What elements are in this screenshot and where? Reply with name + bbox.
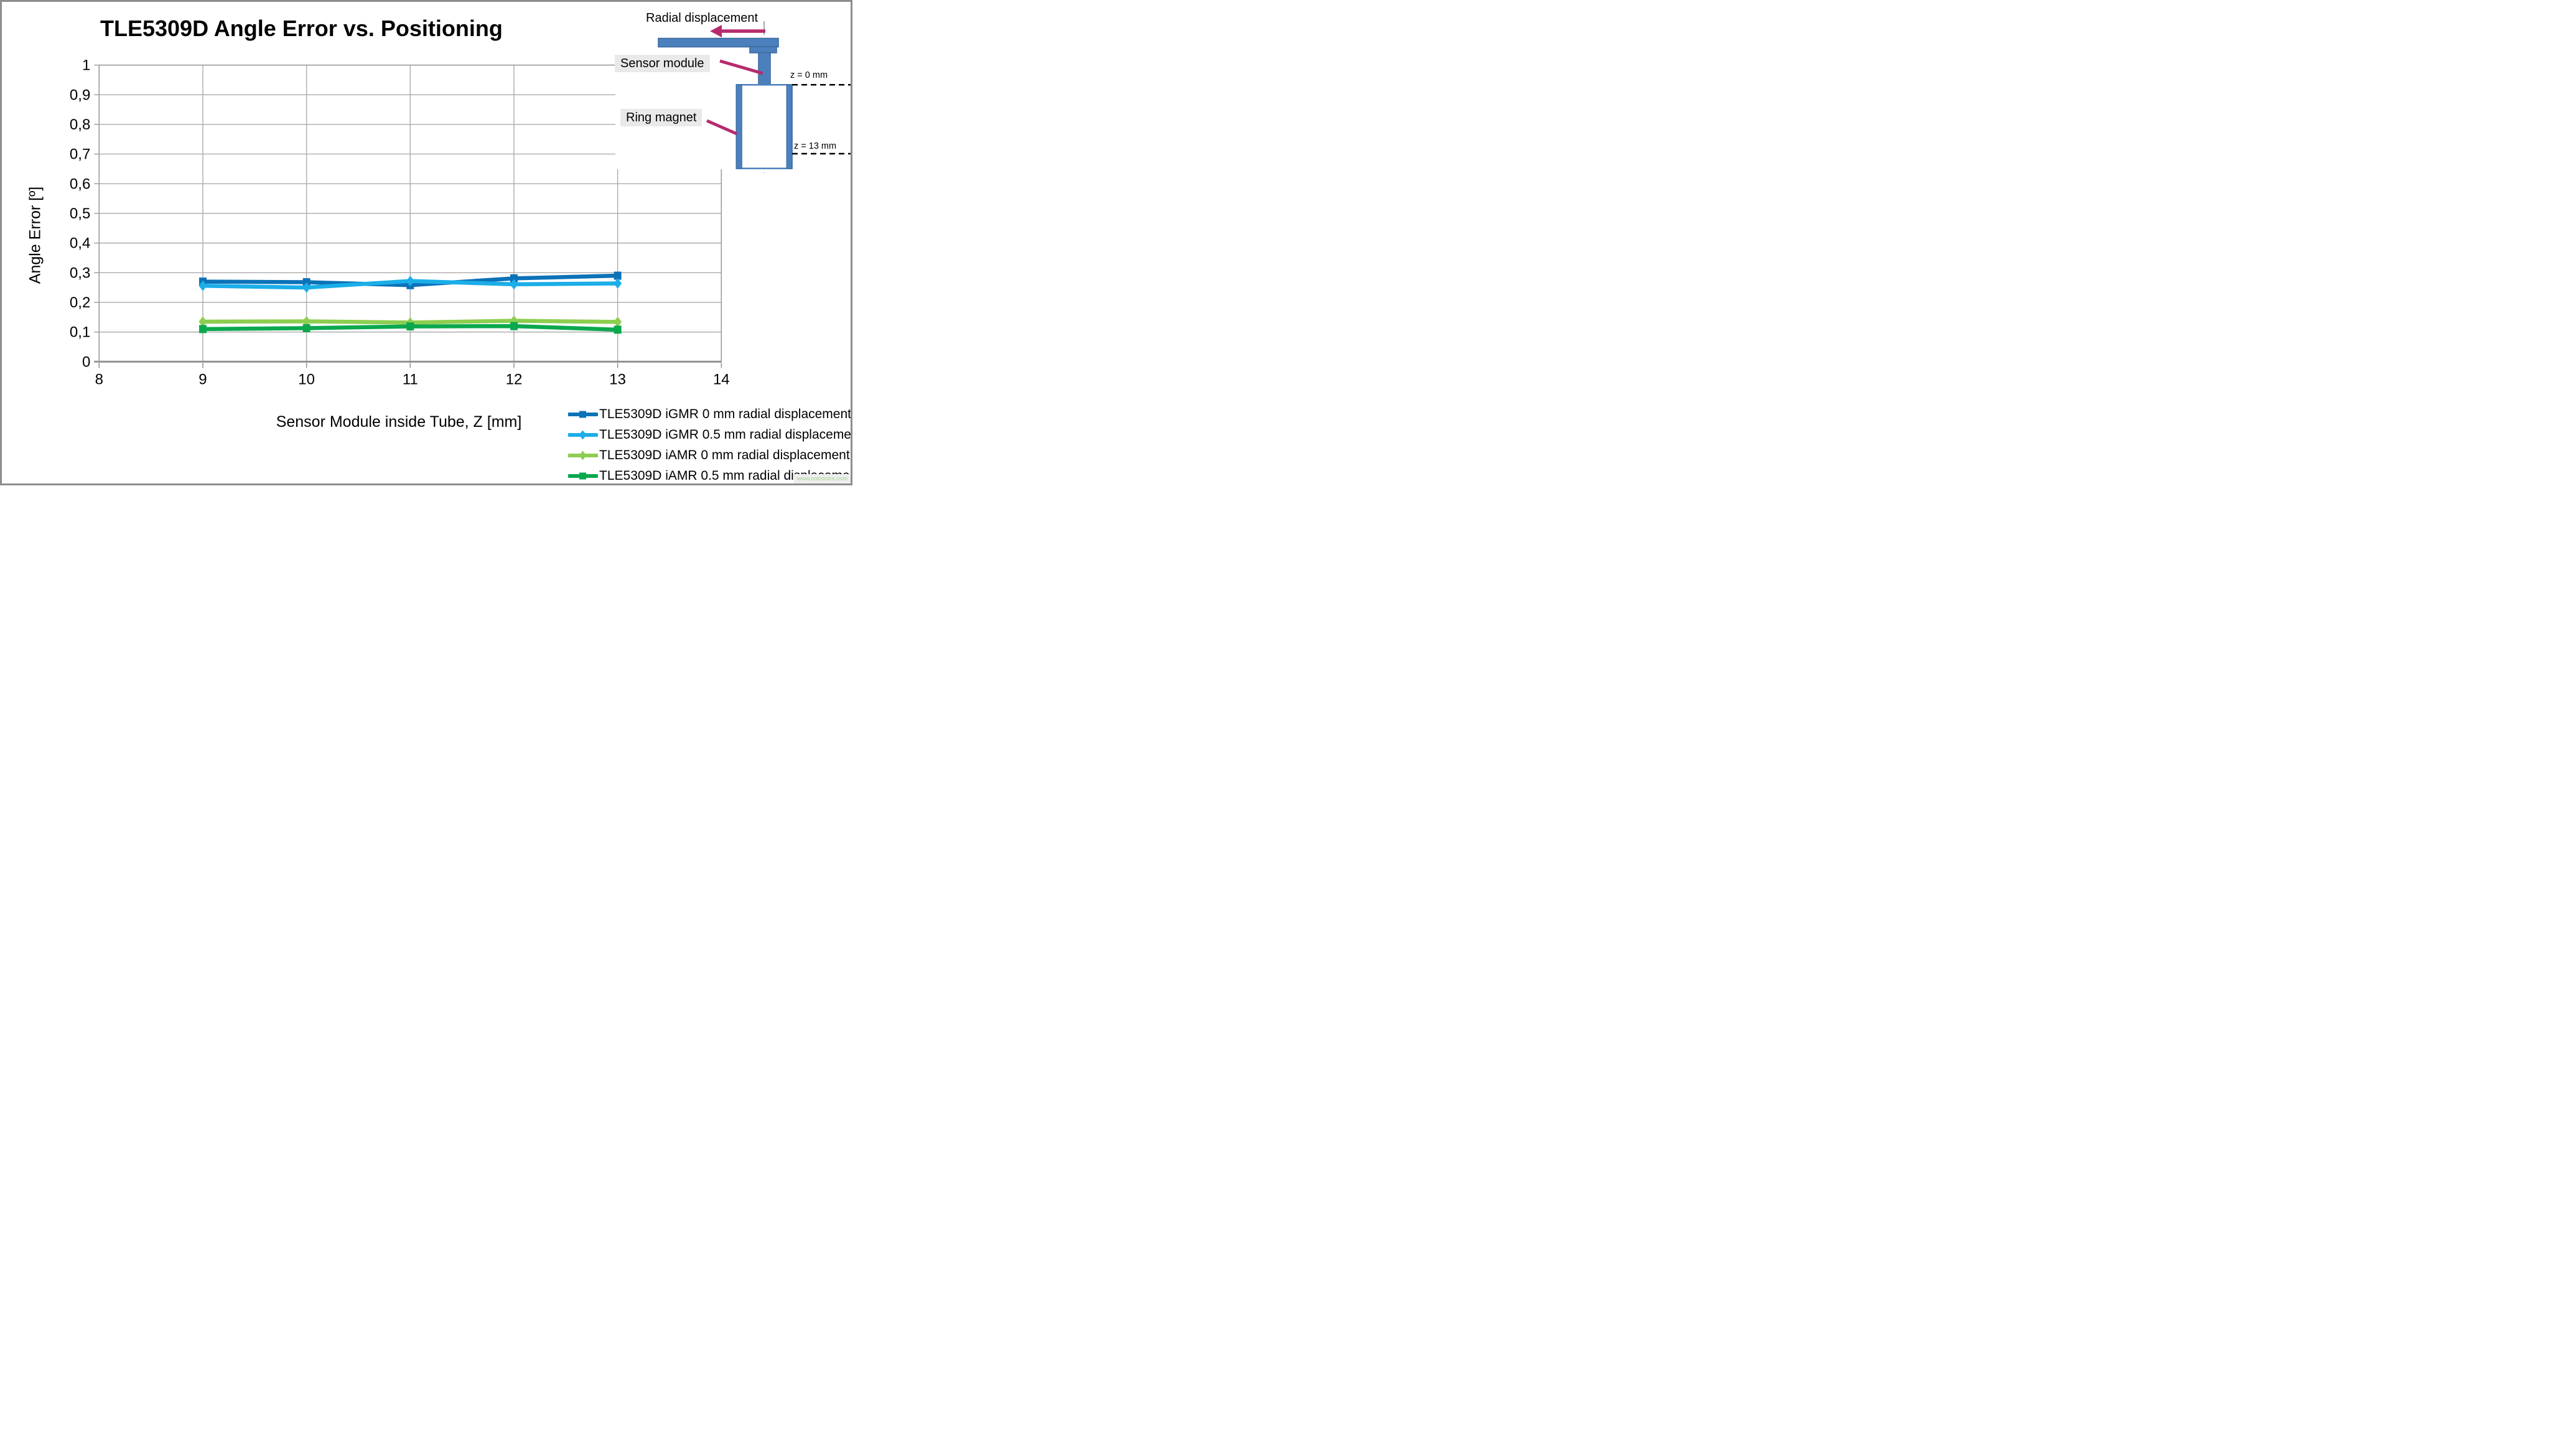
- data-point-square: [510, 274, 518, 282]
- y-tick-label: 0,4: [70, 235, 90, 252]
- legend: TLE5309D iGMR 0 mm radial displacement TL…: [568, 404, 852, 483]
- data-point-square: [302, 278, 310, 287]
- x-axis-title: Sensor Module inside Tube, Z [mm]: [276, 413, 522, 431]
- radial-displacement-arrowhead: [710, 25, 722, 37]
- y-tick-label: 0,6: [70, 175, 90, 192]
- chart-title: TLE5309D Angle Error vs. Positioning: [100, 16, 503, 41]
- y-tick-label: 0,2: [70, 294, 90, 311]
- x-tick-label: 10: [298, 371, 315, 388]
- z0-label: z = 0 mm: [790, 70, 828, 80]
- data-point-square: [198, 325, 207, 334]
- inset-mount-block-shape: [749, 46, 777, 54]
- x-tick-label: 9: [198, 371, 207, 388]
- legend-marker-diamond: [568, 430, 598, 439]
- sensor-module-rod-shape: [758, 52, 771, 86]
- y-axis-title: Angle Error [º]: [26, 186, 44, 284]
- ring-magnet-outline: [735, 84, 793, 169]
- ring-magnet-left-wall: [736, 84, 742, 169]
- x-tick-label: 14: [713, 371, 730, 388]
- y-tick-label: 0: [82, 353, 90, 370]
- data-point-square: [510, 322, 518, 330]
- y-tick-label: 0,7: [70, 146, 90, 163]
- y-tick-label: 0,8: [70, 116, 90, 133]
- data-point-square: [302, 324, 310, 332]
- chart-frame: TLE5309D Angle Error vs. Positioning 8 9 1…: [0, 0, 852, 485]
- inset-diagram: [615, 11, 851, 173]
- radial-displacement-label: Radial displacement: [646, 11, 759, 25]
- legend-marker-square: [568, 411, 598, 418]
- x-tick-label: 13: [609, 371, 626, 388]
- data-point-square: [614, 271, 622, 280]
- data-point-diamond: [198, 280, 207, 291]
- plot-area: 8 9 10 11 12 13 14 0 0,1 0,2 0,3 0,4 0,5 0,6 0,7 0,8 0,9…: [70, 57, 730, 388]
- data-point-diamond: [614, 278, 622, 289]
- inset-arm-shape: [658, 37, 779, 48]
- sensor-module-label: Sensor module: [615, 55, 710, 72]
- inset-background: [615, 11, 851, 169]
- watermark: www.cntronics.com: [793, 474, 851, 483]
- y-tick-label: 0,9: [70, 86, 90, 103]
- legend-item: TLE5309D iGMR 0.5 mm radial displacement: [568, 424, 852, 445]
- data-point-diamond: [302, 315, 311, 327]
- legend-marker-square: [568, 472, 598, 479]
- ring-magnet-right-wall: [786, 84, 793, 169]
- x-tick-label: 8: [95, 371, 103, 388]
- x-tick-label: 11: [403, 371, 418, 388]
- data-point-square: [406, 322, 414, 331]
- legend-item: TLE5309D iGMR 0 mm radial displacement: [568, 404, 851, 424]
- legend-item: TLE5309D iAMR 0.5 mm radial displacement: [568, 465, 852, 483]
- legend-item: TLE5309D iAMR 0 mm radial displacement: [568, 445, 851, 465]
- z13-label: z = 13 mm: [794, 141, 837, 151]
- legend-label: TLE5309D iGMR 0.5 mm radial displacement: [599, 427, 852, 442]
- ring-magnet-callout-line: [706, 119, 738, 136]
- data-point-diamond: [510, 279, 518, 290]
- legend-label: TLE5309D iAMR 0.5 mm radial displacement: [599, 468, 852, 483]
- y-tick-label: 1: [82, 57, 90, 74]
- data-point-diamond: [406, 276, 414, 287]
- legend-marker-diamond: [568, 450, 598, 460]
- data-point-diamond: [198, 316, 207, 327]
- sensor-module-callout-line: [719, 59, 763, 75]
- legend-label: TLE5309D iAMR 0 mm radial displacement: [599, 447, 850, 462]
- y-tick-label: 0,3: [70, 264, 90, 281]
- y-tick-label: 0,5: [70, 205, 90, 222]
- legend-label: TLE5309D iGMR 0 mm radial displacement: [599, 406, 851, 421]
- y-tick-label: 0,1: [70, 324, 90, 341]
- data-point-diamond: [302, 282, 311, 293]
- x-tick-label: 12: [506, 371, 523, 388]
- ring-magnet-label: Ring magnet: [620, 109, 703, 126]
- data-point-square: [614, 325, 622, 334]
